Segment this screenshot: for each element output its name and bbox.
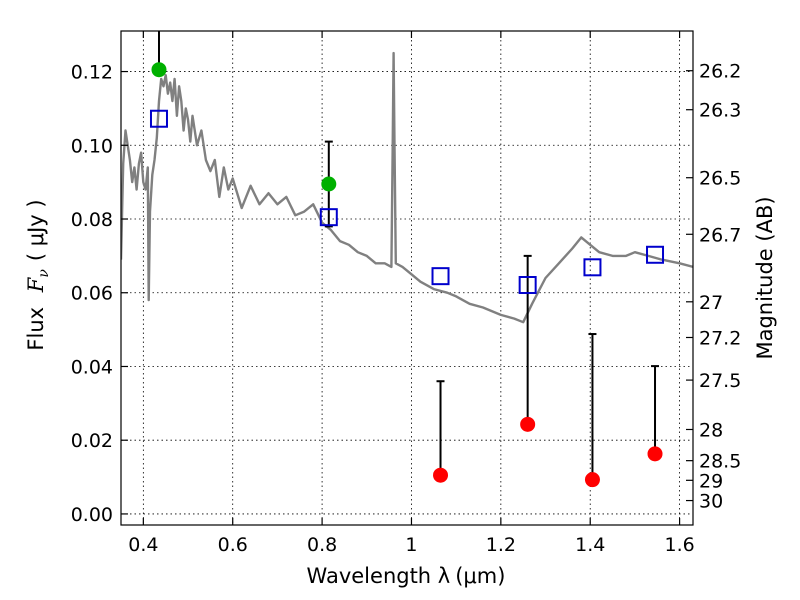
nondetection-point-1 bbox=[520, 416, 536, 432]
plot-frame bbox=[120, 30, 694, 526]
x-tick-label-5: 1.4 bbox=[575, 534, 605, 556]
x-axis-label-text: Wavelength λ bbox=[307, 564, 451, 588]
x-tick-label-6: 1.6 bbox=[664, 534, 694, 556]
x-tick-label-2: 0.8 bbox=[307, 534, 337, 556]
model-photometry-square-0 bbox=[149, 109, 168, 128]
y-tick-label-5: 0.10 bbox=[71, 135, 113, 157]
y-axis-label-symbol: F bbox=[24, 276, 48, 293]
mag-tick-label-8: 28.5 bbox=[699, 451, 741, 473]
model-photometry-square-3 bbox=[518, 276, 537, 295]
y-tick-label-4: 0.08 bbox=[71, 209, 113, 231]
detection-point-1 bbox=[321, 176, 337, 192]
y-axis-label-subscript: ν bbox=[36, 269, 52, 278]
mag-tick-label-6: 27.5 bbox=[699, 370, 741, 392]
x-tick-label-0: 0.4 bbox=[128, 534, 158, 556]
y-tick-label-1: 0.02 bbox=[71, 430, 113, 452]
errorbar-layer bbox=[157, 31, 660, 480]
detection-point-0 bbox=[151, 62, 167, 78]
y-tick-label-3: 0.06 bbox=[71, 283, 113, 305]
x-axis-label: Wavelength λ (μm) bbox=[307, 564, 506, 588]
x-tick-label-4: 1.2 bbox=[486, 534, 516, 556]
mag-tick-label-9: 29 bbox=[699, 470, 723, 492]
mag-tick-label-10: 30 bbox=[699, 491, 723, 513]
nondetection-point-2 bbox=[584, 472, 600, 488]
x-axis-label-units: (μm) bbox=[455, 564, 505, 588]
x-tick-label-1: 0.6 bbox=[218, 534, 248, 556]
mag-tick-label-1: 26.3 bbox=[699, 100, 741, 122]
mag-tick-label-4: 27 bbox=[699, 292, 723, 314]
y-tick-label-0: 0.00 bbox=[71, 504, 113, 526]
y-tick-label-6: 0.12 bbox=[71, 62, 113, 84]
model-photometry-square-2 bbox=[431, 267, 450, 286]
model-photometry-square-1 bbox=[319, 208, 338, 227]
mag-tick-label-0: 26.2 bbox=[699, 61, 741, 83]
mag-tick-label-3: 26.7 bbox=[699, 224, 741, 246]
y-axis-label: Flux Fν ( μJy ) bbox=[24, 199, 52, 350]
right-axis-label: Magnitude (AB) bbox=[753, 196, 777, 359]
y-tick-label-2: 0.04 bbox=[71, 356, 113, 378]
x-tick-label-3: 1 bbox=[405, 534, 417, 556]
mag-tick-label-2: 26.5 bbox=[699, 168, 741, 190]
points-layer bbox=[149, 62, 665, 488]
model-sed-layer bbox=[121, 51, 693, 324]
mag-tick-label-7: 28 bbox=[699, 419, 723, 441]
y-axis-label-units: ( μJy ) bbox=[24, 199, 48, 261]
grid-lines bbox=[121, 31, 693, 525]
nondetection-point-0 bbox=[433, 467, 449, 483]
model-photometry-square-5 bbox=[646, 245, 665, 264]
tick-labels: 0.4 0.6 0.8 1 1.2 1.4 1.6 0.00 0.02 0.04 0.06 0.08 0… bbox=[71, 61, 742, 556]
model-sed-line bbox=[121, 51, 693, 324]
model-photometry-square-4 bbox=[583, 258, 602, 277]
y-axis-label-prefix: Flux bbox=[24, 300, 48, 350]
mag-tick-label-5: 27.2 bbox=[699, 327, 741, 349]
axes-frame bbox=[120, 30, 694, 526]
nondetection-point-3 bbox=[647, 446, 663, 462]
